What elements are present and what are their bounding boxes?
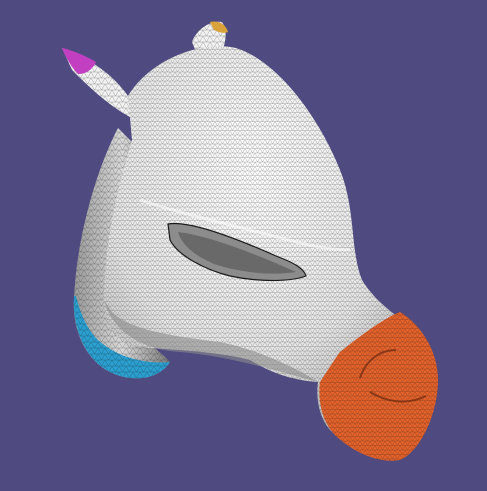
right-ear-tip bbox=[210, 21, 228, 33]
left-ear-tip bbox=[62, 48, 96, 74]
left-ear bbox=[62, 48, 132, 118]
head bbox=[104, 46, 438, 461]
neck bbox=[73, 128, 170, 379]
